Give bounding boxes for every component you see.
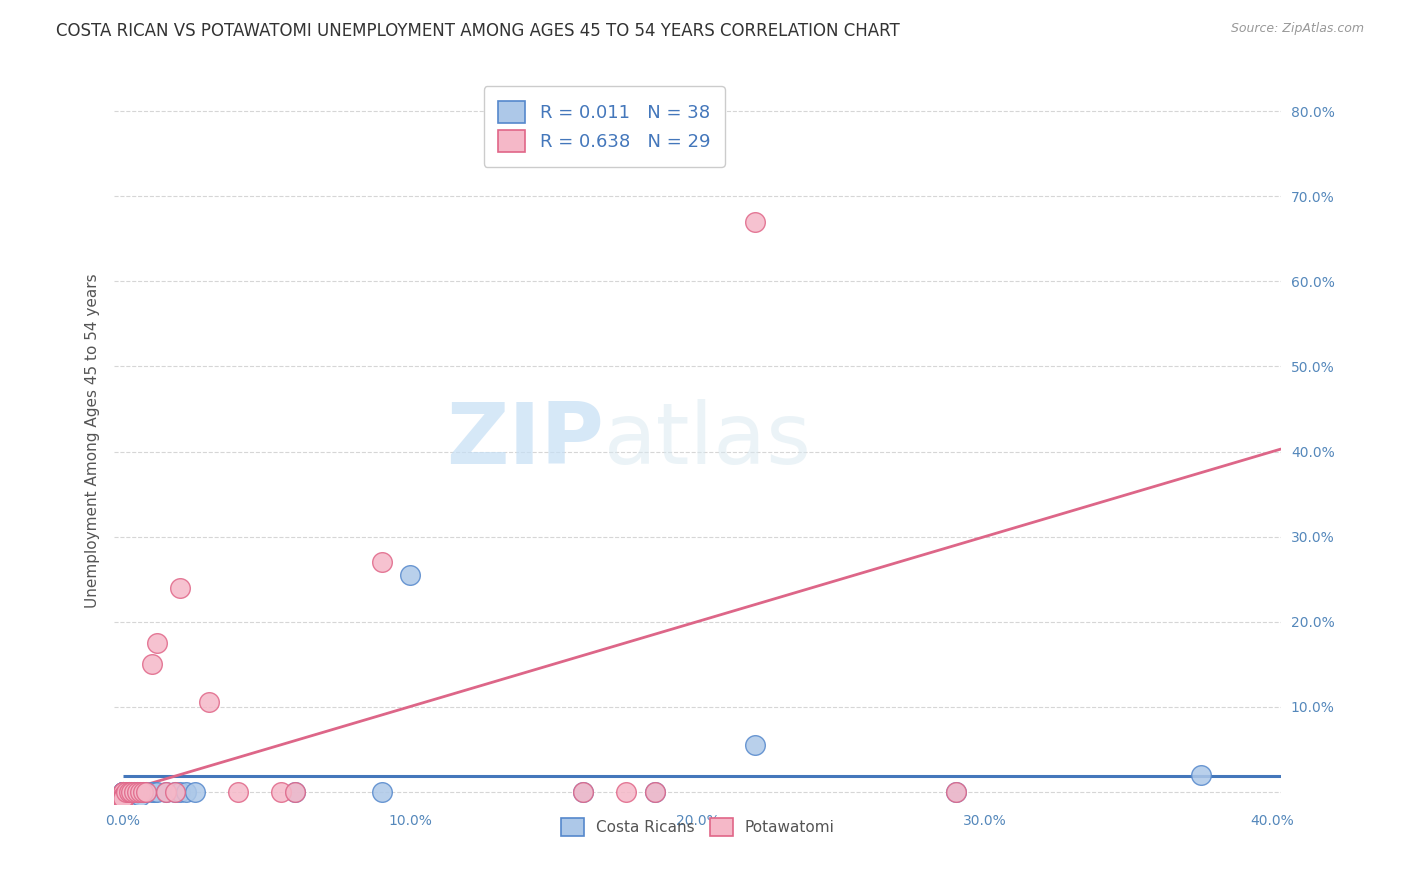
Point [111,784,134,798]
Point [169,784,191,798]
Point [129,789,152,803]
Point [127,784,149,798]
Point [114,784,136,798]
Point [399,567,422,582]
Point [111,790,134,805]
Point [141,784,163,798]
Point [117,784,139,798]
Point [127,784,149,798]
Point [124,784,146,798]
Y-axis label: Unemployment Among Ages 45 to 54 years: Unemployment Among Ages 45 to 54 years [86,274,100,608]
Point [111,793,134,807]
Point [132,784,155,798]
Point [744,738,766,752]
Point [169,581,191,595]
Point [135,784,157,798]
Point [111,793,134,807]
Point [111,791,134,805]
Point [143,784,166,798]
Point [183,784,205,798]
Point [644,784,666,798]
Point [571,784,593,798]
Point [284,784,307,798]
Point [744,215,766,229]
Point [111,784,134,798]
Point [141,657,163,671]
Point [111,784,134,798]
Point [945,784,967,798]
Point [571,784,593,798]
Point [111,784,134,798]
Point [155,784,177,798]
Point [198,695,221,709]
Point [129,784,152,798]
Point [111,784,134,798]
Point [644,784,666,798]
Point [284,784,307,798]
Point [614,784,637,798]
Point [111,784,134,798]
Point [132,784,155,798]
Point [1189,767,1212,781]
Point [135,784,157,798]
Text: Source: ZipAtlas.com: Source: ZipAtlas.com [1230,22,1364,36]
Text: atlas: atlas [605,400,813,483]
Legend: Costa Ricans, Potawatomi: Costa Ricans, Potawatomi [553,810,842,844]
Point [270,784,292,798]
Point [111,790,134,805]
Point [370,784,392,798]
Point [124,784,146,798]
Point [120,784,142,798]
Point [226,784,249,798]
Text: ZIP: ZIP [447,400,605,483]
Point [111,784,134,798]
Point [370,555,392,569]
Point [111,789,134,803]
Point [117,784,139,798]
Point [163,784,186,798]
Point [111,789,134,803]
Point [117,784,139,798]
Point [120,784,142,798]
Point [174,784,197,798]
Point [111,784,134,798]
Point [146,784,169,798]
Point [155,784,177,798]
Point [111,791,134,805]
Point [146,636,169,650]
Point [120,789,142,803]
Point [127,784,149,798]
Point [163,784,186,798]
Point [117,784,139,798]
Text: COSTA RICAN VS POTAWATOMI UNEMPLOYMENT AMONG AGES 45 TO 54 YEARS CORRELATION CHA: COSTA RICAN VS POTAWATOMI UNEMPLOYMENT A… [56,22,900,40]
Point [124,784,146,798]
Point [945,784,967,798]
